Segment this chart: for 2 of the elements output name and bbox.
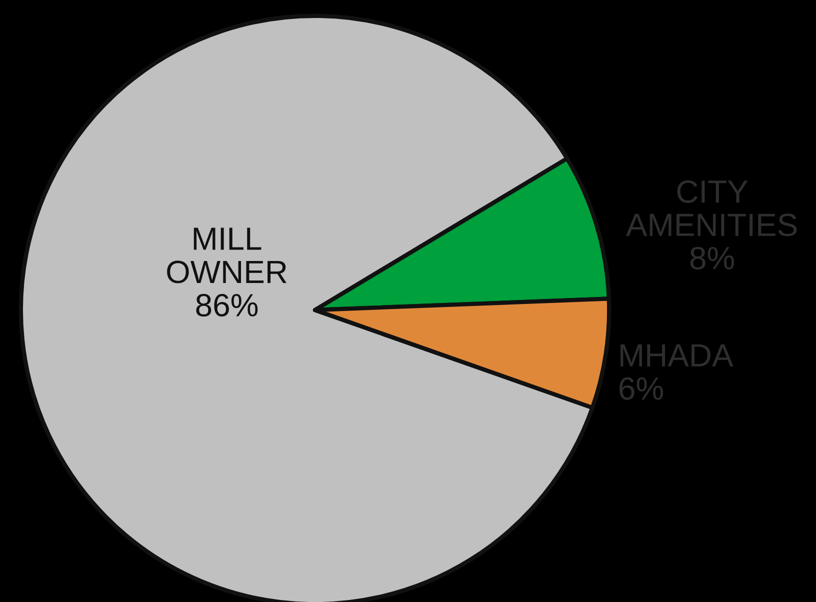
data-label: 86% — [196, 294, 258, 317]
slice-label: MILL OWNER — [167, 228, 287, 284]
